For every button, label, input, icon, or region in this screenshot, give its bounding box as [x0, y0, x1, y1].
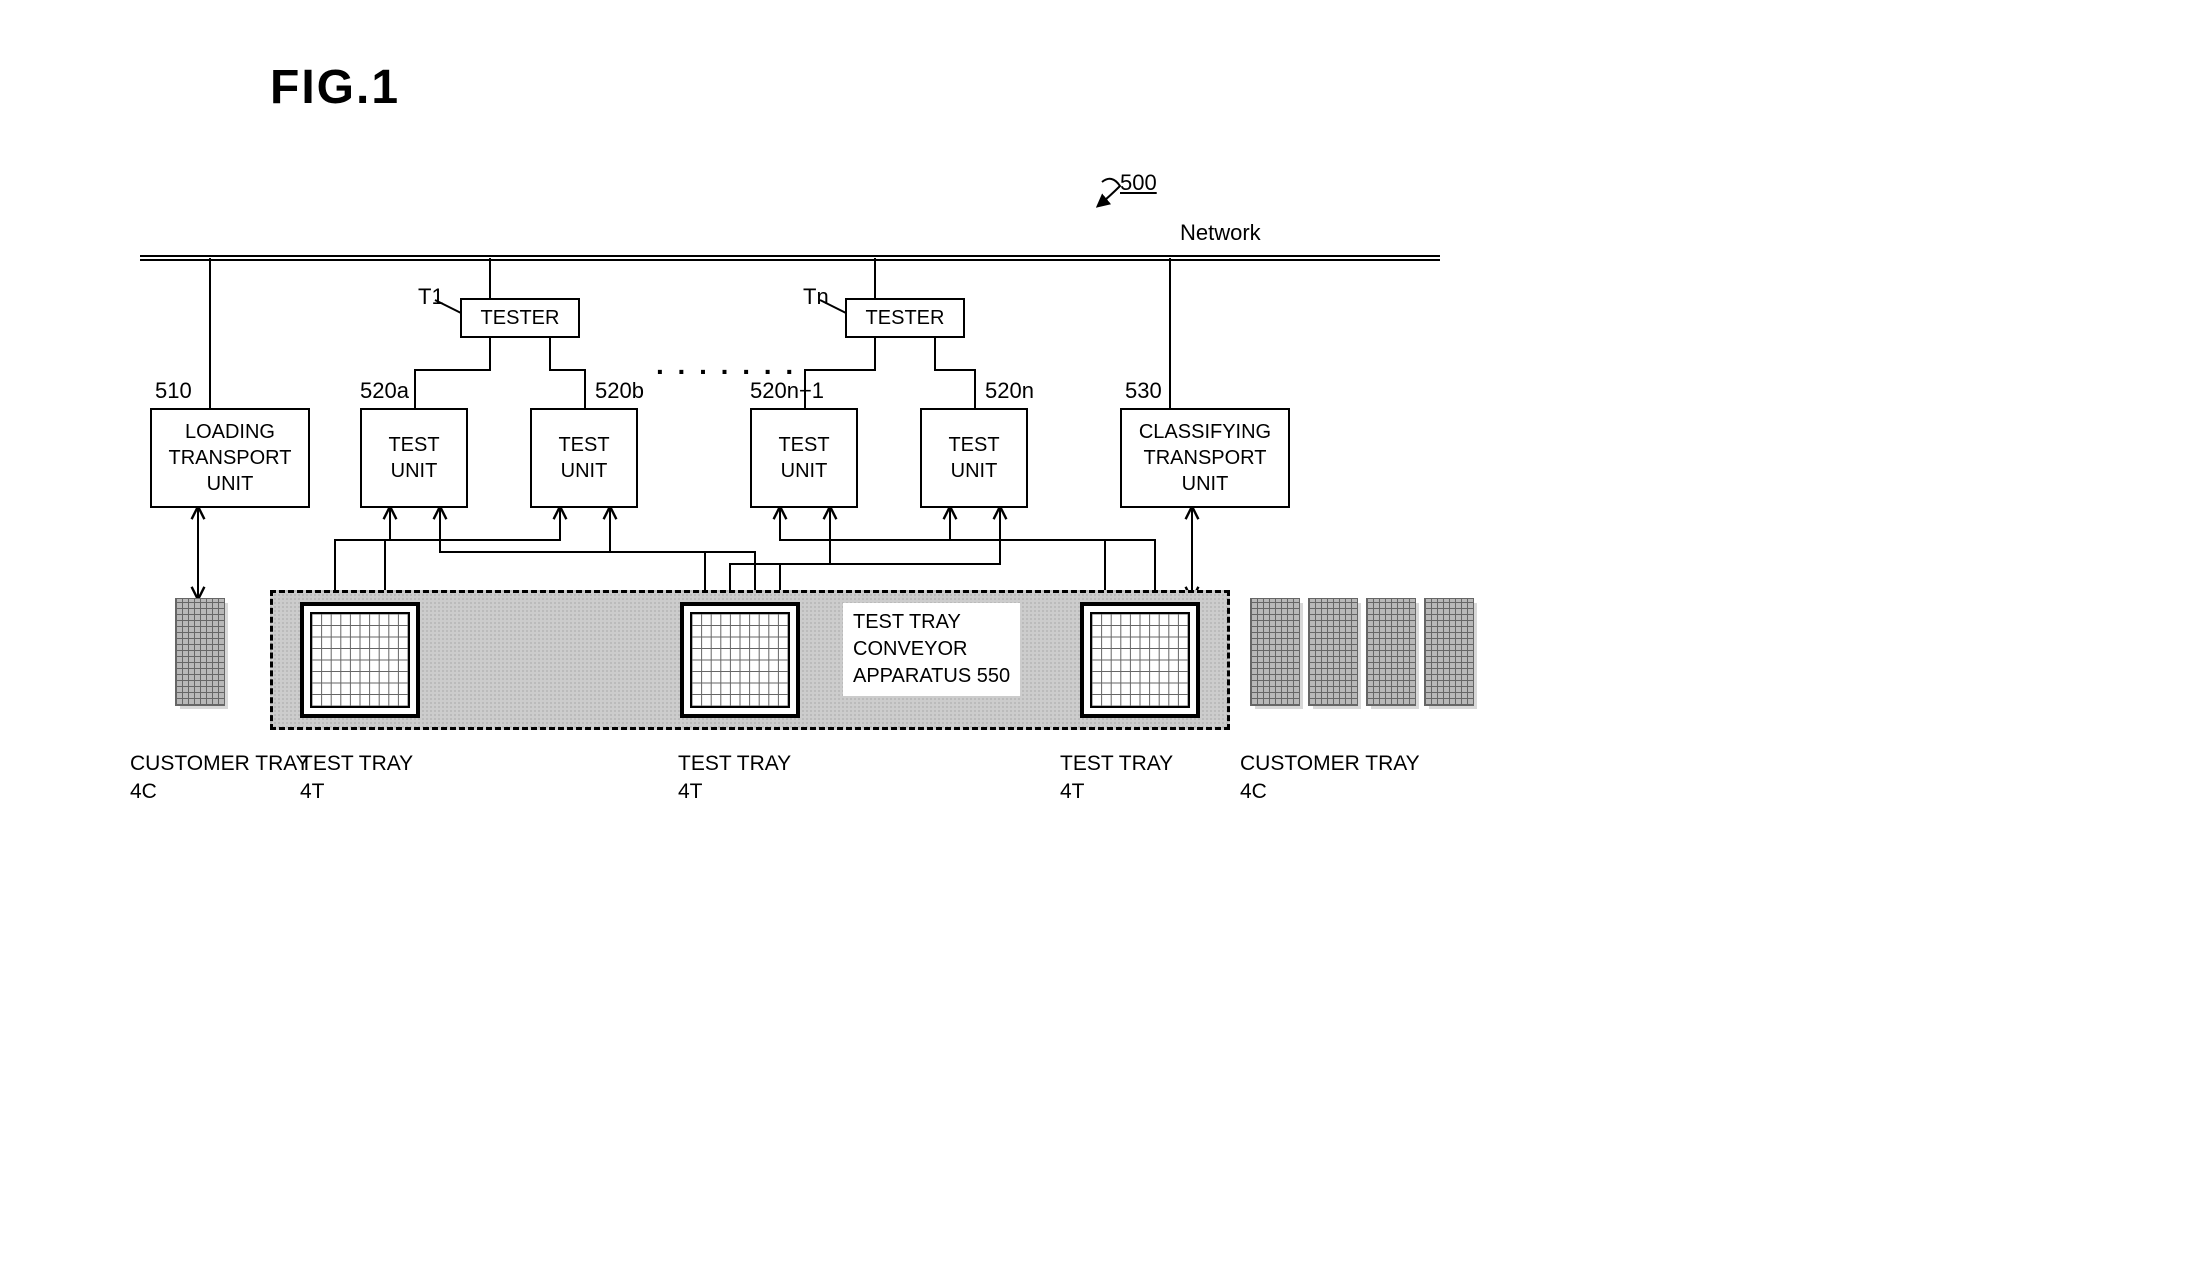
unit-box-510: LOADINGTRANSPORTUNIT	[150, 408, 310, 508]
unit-label: TESTUNIT	[778, 432, 829, 484]
customer-tray	[1424, 598, 1474, 706]
tester-box-T1: TESTER	[460, 298, 580, 338]
test-tray-label: TEST TRAY4T	[1060, 750, 1173, 807]
test-tray-grid	[690, 612, 790, 708]
unit-ref-520a: 520a	[360, 378, 409, 404]
ref-500: 500	[1120, 170, 1157, 196]
unit-label: LOADINGTRANSPORTUNIT	[169, 419, 292, 497]
unit-label: TESTUNIT	[558, 432, 609, 484]
customer-tray	[1250, 598, 1300, 706]
unit-ref-510: 510	[155, 378, 192, 404]
unit-ref-530: 530	[1125, 378, 1162, 404]
unit-ref-520n1: 520n−1	[750, 378, 824, 404]
tester-label: TESTER	[866, 305, 945, 331]
test-tray	[300, 602, 420, 718]
unit-label: CLASSIFYINGTRANSPORTUNIT	[1139, 419, 1271, 497]
tester-label: TESTER	[481, 305, 560, 331]
customer-tray	[1366, 598, 1416, 706]
test-tray-label: TEST TRAY4T	[678, 750, 791, 807]
customer-tray-label: CUSTOMER TRAY4C	[1240, 750, 1420, 807]
unit-label: TESTUNIT	[388, 432, 439, 484]
conveyor-label: TEST TRAYCONVEYORAPPARATUS 550	[843, 603, 1020, 696]
unit-ref-520b: 520b	[595, 378, 644, 404]
unit-box-520b: TESTUNIT	[530, 408, 638, 508]
test-tray	[1080, 602, 1200, 718]
network-bus-line	[140, 255, 1440, 261]
figure-title: FIG.1	[270, 60, 400, 115]
unit-ref-520n: 520n	[985, 378, 1034, 404]
customer-tray-label: CUSTOMER TRAY4C	[130, 750, 310, 807]
tester-box-Tn: TESTER	[845, 298, 965, 338]
network-label: Network	[1180, 220, 1261, 246]
tester-ref-T1: T1	[418, 284, 444, 310]
test-tray	[680, 602, 800, 718]
customer-tray	[175, 598, 225, 706]
figure-1: FIG.1 500 Network TESTER T1 TESTER Tn LOADI…	[40, 40, 1520, 860]
unit-box-530: CLASSIFYINGTRANSPORTUNIT	[1120, 408, 1290, 508]
ellipsis: . . . . . . .	[656, 349, 796, 381]
unit-box-520n: TESTUNIT	[920, 408, 1028, 508]
unit-box-520n1: TESTUNIT	[750, 408, 858, 508]
tester-ref-Tn: Tn	[803, 284, 829, 310]
test-tray-grid	[310, 612, 410, 708]
customer-tray	[1308, 598, 1358, 706]
test-tray-grid	[1090, 612, 1190, 708]
unit-label: TESTUNIT	[948, 432, 999, 484]
test-tray-label: TEST TRAY4T	[300, 750, 413, 807]
unit-box-520a: TESTUNIT	[360, 408, 468, 508]
